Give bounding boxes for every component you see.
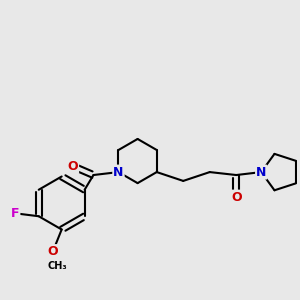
Text: N: N xyxy=(113,166,124,178)
Text: F: F xyxy=(11,207,20,220)
Text: O: O xyxy=(68,160,78,173)
Text: O: O xyxy=(47,245,58,258)
Text: O: O xyxy=(231,190,242,204)
Text: CH₃: CH₃ xyxy=(47,261,67,271)
Text: N: N xyxy=(256,166,266,178)
